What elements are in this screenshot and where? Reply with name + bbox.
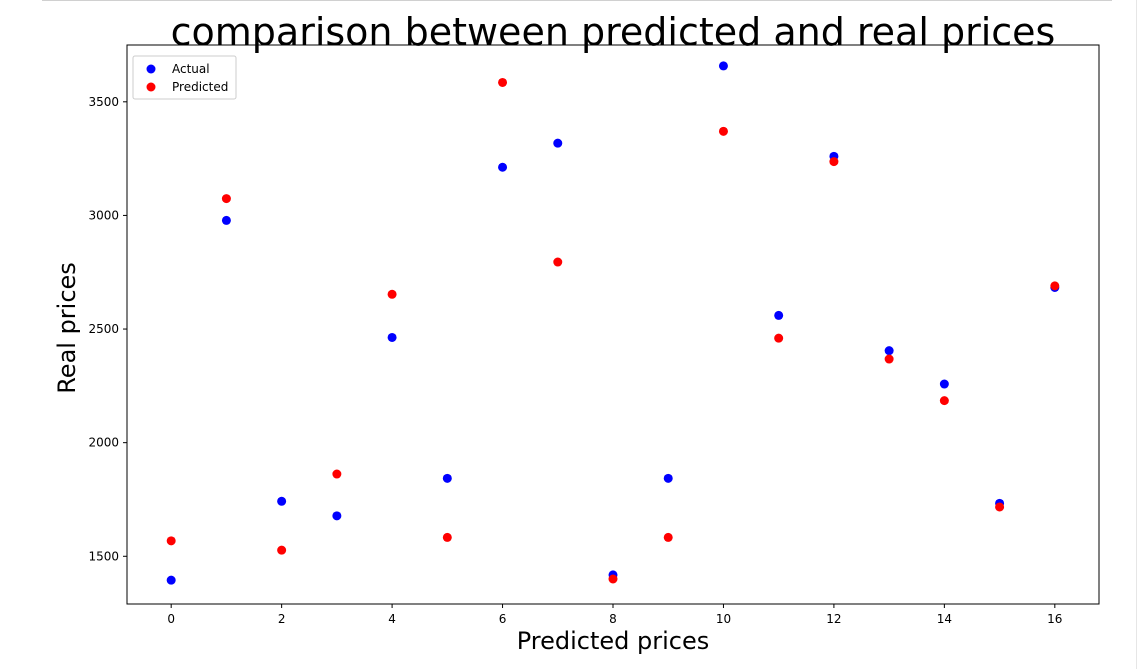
point-actual	[387, 332, 397, 342]
point-predicted	[277, 545, 287, 555]
x-tick-label: 16	[1047, 612, 1062, 626]
y-axis-ticks: 1500 2000 2500 3000 3500	[88, 95, 127, 563]
point-actual	[221, 215, 231, 225]
top-border	[42, 0, 1112, 1]
point-predicted	[166, 536, 176, 546]
point-predicted	[884, 354, 894, 364]
point-predicted	[387, 289, 397, 299]
x-tick-label: 2	[278, 612, 286, 626]
point-predicted	[442, 532, 452, 542]
y-tick-label: 3500	[88, 95, 119, 109]
x-axis-label: Predicted prices	[517, 627, 710, 655]
x-tick-label: 8	[609, 612, 617, 626]
point-predicted	[829, 157, 839, 167]
point-predicted	[939, 396, 949, 406]
x-axis-ticks: 0 2 4 6 8 10 12 14 16	[167, 604, 1062, 626]
point-actual	[332, 511, 342, 521]
point-actual	[498, 162, 508, 172]
point-actual	[939, 379, 949, 389]
y-tick-label: 1500	[88, 549, 119, 563]
point-predicted	[221, 194, 231, 204]
point-predicted	[553, 257, 563, 267]
point-actual	[718, 61, 728, 71]
x-tick-label: 12	[826, 612, 841, 626]
chart-title: comparison between predicted and real pr…	[171, 10, 1056, 54]
point-predicted	[995, 502, 1005, 512]
legend-box	[132, 55, 237, 100]
legend-marker-predicted	[146, 82, 156, 92]
point-predicted	[774, 333, 784, 343]
legend: Actual Predicted	[132, 55, 237, 100]
x-tick-label: 10	[716, 612, 731, 626]
x-tick-label: 0	[167, 612, 175, 626]
point-actual	[277, 496, 287, 506]
y-tick-label: 3000	[88, 208, 119, 222]
legend-label-predicted: Predicted	[172, 80, 228, 94]
point-actual	[663, 473, 673, 483]
point-actual	[166, 575, 176, 585]
y-tick-label: 2500	[88, 322, 119, 336]
legend-marker-actual	[146, 64, 156, 74]
y-tick-label: 2000	[88, 436, 119, 450]
point-actual	[553, 138, 563, 148]
point-predicted	[498, 77, 508, 87]
x-tick-label: 14	[937, 612, 952, 626]
point-predicted	[608, 574, 618, 584]
data-points	[166, 61, 1060, 585]
plot-area	[126, 44, 1100, 605]
legend-label-actual: Actual	[172, 62, 210, 76]
scrollbar-edge	[1136, 0, 1137, 669]
point-predicted	[1050, 281, 1060, 291]
x-tick-label: 6	[499, 612, 507, 626]
x-tick-label: 4	[388, 612, 396, 626]
point-actual	[774, 310, 784, 320]
point-predicted	[332, 469, 342, 479]
point-actual	[884, 346, 894, 356]
point-predicted	[718, 126, 728, 136]
point-predicted	[663, 532, 673, 542]
y-axis-label: Real prices	[53, 262, 81, 394]
point-actual	[442, 473, 452, 483]
